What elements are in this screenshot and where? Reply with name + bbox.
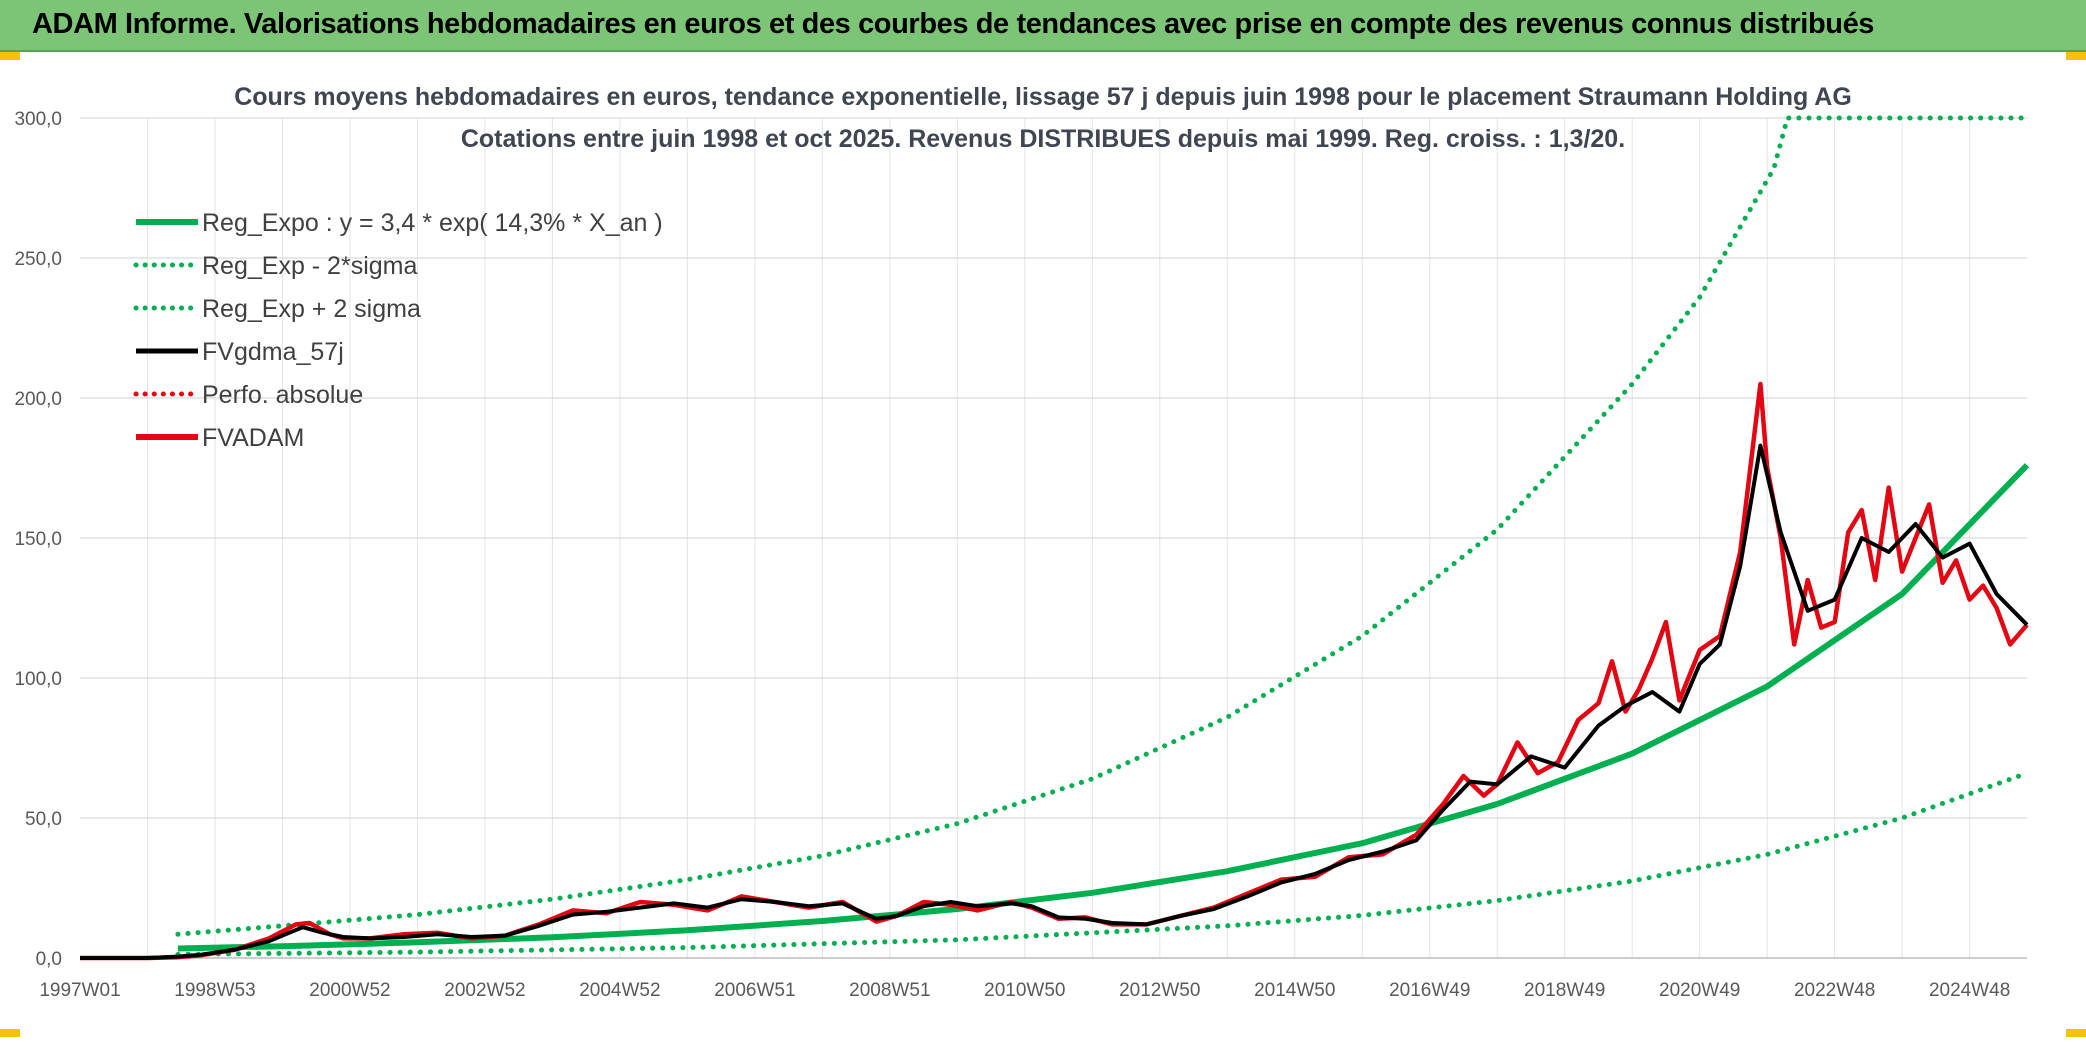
y-tick-label: 200,0 bbox=[14, 389, 62, 410]
corner-marker bbox=[2066, 1029, 2086, 1037]
x-tick-label: 2018W49 bbox=[1524, 980, 1605, 1001]
legend-label: FVADAM bbox=[202, 424, 304, 452]
x-tick-label: 1997W01 bbox=[39, 980, 120, 1001]
series-line-fvadam bbox=[80, 381, 2029, 961]
axes: 0,0 50,0 100,0 150,0 200,0 250,0 300,0 1997W01 1… bbox=[14, 109, 2027, 1001]
legend: Reg_Expo : y = 3,4 * exp( 14,3% * X_an )… bbox=[133, 209, 663, 452]
series-line-reg-exp-2-sigma bbox=[175, 770, 2030, 957]
x-tick-label: 2016W49 bbox=[1389, 980, 1470, 1001]
y-tick-label: 250,0 bbox=[14, 249, 62, 270]
corner-marker bbox=[0, 1029, 20, 1037]
report-header: ADAM Informe. Valorisations hebdomadaire… bbox=[0, 0, 2086, 52]
x-tick-label: 2000W52 bbox=[309, 980, 390, 1001]
x-tick-label: 2020W49 bbox=[1659, 980, 1740, 1001]
x-tick-label: 2014W50 bbox=[1254, 980, 1335, 1001]
series-line-reg-expo bbox=[177, 463, 2030, 952]
legend-label: FVgdma_57j bbox=[202, 338, 344, 366]
series-group bbox=[80, 115, 2030, 961]
series-line-reg-exp-2-sigma bbox=[175, 115, 2030, 937]
x-tick-label: 2002W52 bbox=[444, 980, 525, 1001]
x-tick-label: 1998W53 bbox=[174, 980, 255, 1001]
y-tick-label: 150,0 bbox=[14, 529, 62, 550]
x-tick-label: 2006W51 bbox=[714, 980, 795, 1001]
y-tick-label: 100,0 bbox=[14, 669, 62, 690]
corner-marker bbox=[2066, 52, 2086, 60]
x-tick-label: 2004W52 bbox=[579, 980, 660, 1001]
legend-label: Reg_Exp + 2 sigma bbox=[202, 295, 421, 323]
y-tick-label: 0,0 bbox=[36, 949, 62, 970]
x-tick-label: 2024W48 bbox=[1929, 980, 2010, 1001]
x-tick-label: 2022W48 bbox=[1794, 980, 1875, 1001]
chart-area: 0,0 50,0 100,0 150,0 200,0 250,0 300,0 1997W01 1… bbox=[0, 54, 2086, 1037]
report-title: ADAM Informe. Valorisations hebdomadaire… bbox=[32, 8, 1875, 40]
grid bbox=[80, 117, 2027, 959]
chart-title-line2: Cotations entre juin 1998 et oct 2025. R… bbox=[461, 125, 1625, 153]
x-tick-label: 2010W50 bbox=[984, 980, 1065, 1001]
line-chart: 0,0 50,0 100,0 150,0 200,0 250,0 300,0 1997W01 1… bbox=[14, 83, 2030, 1001]
x-tick-label: 2008W51 bbox=[849, 980, 930, 1001]
corner-marker bbox=[0, 52, 20, 60]
legend-label: Perfo. absolue bbox=[202, 381, 363, 409]
chart-title-line1: Cours moyens hebdomadaires en euros, ten… bbox=[234, 83, 1852, 111]
x-tick-label: 2012W50 bbox=[1119, 980, 1200, 1001]
y-tick-label: 50,0 bbox=[25, 809, 62, 830]
series-line-fvgdma-57j bbox=[80, 443, 2029, 960]
legend-label: Reg_Expo : y = 3,4 * exp( 14,3% * X_an ) bbox=[202, 209, 663, 237]
y-tick-label: 300,0 bbox=[14, 109, 62, 130]
legend-label: Reg_Exp - 2*sigma bbox=[202, 252, 417, 280]
